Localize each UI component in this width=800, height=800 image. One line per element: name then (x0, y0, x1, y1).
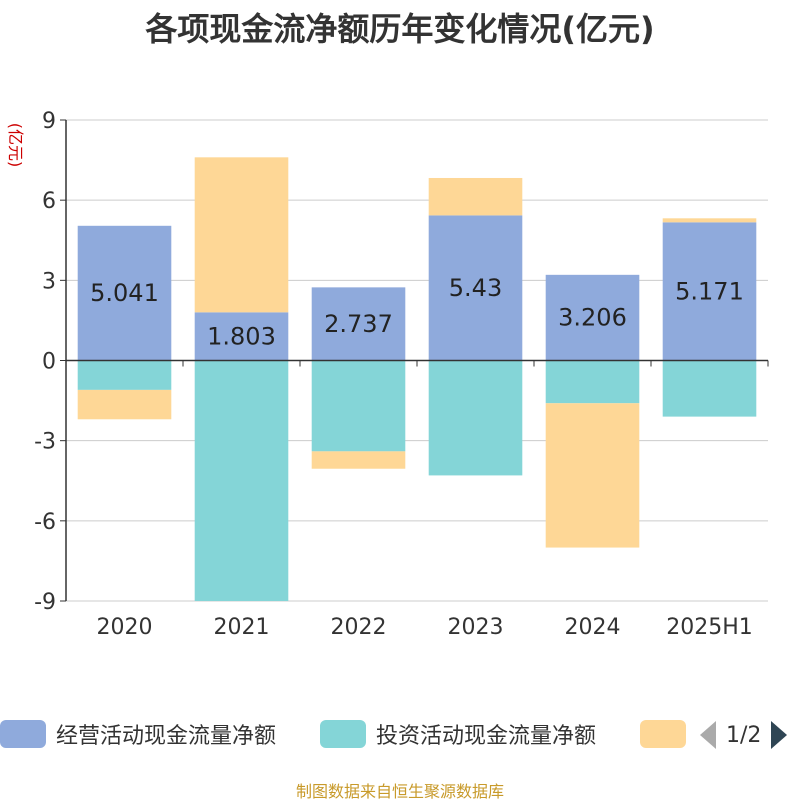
y-tick-label: 6 (42, 189, 56, 214)
legend-swatch-operating (0, 720, 46, 748)
bar-investing-2025H1 (662, 360, 757, 417)
bar-operating-2021 (194, 312, 289, 361)
y-tick-label: 9 (42, 109, 56, 134)
bar-financing-2020 (77, 389, 172, 420)
y-axis-label: (亿元) (6, 123, 25, 168)
x-tick-label: 2022 (331, 615, 387, 640)
bar-financing-2022 (311, 451, 406, 469)
bar-operating-2023 (428, 215, 523, 361)
legend-item-operating[interactable]: 经营活动现金流量净额 (0, 718, 276, 750)
legend-pager: 1/2 (700, 718, 788, 752)
bar-financing-2025H1 (662, 218, 757, 223)
triangle-right-icon[interactable] (771, 721, 788, 749)
bar-operating-2024 (545, 274, 640, 361)
x-tick-label: 2021 (214, 615, 270, 640)
legend-swatch-financing (640, 720, 686, 748)
bar-operating-2020 (77, 225, 172, 361)
data-label: 3.206 (558, 304, 627, 332)
data-label: 5.43 (449, 274, 502, 302)
bar-financing-2023 (428, 177, 523, 216)
legend-label-operating: 经营活动现金流量净额 (56, 724, 277, 749)
legend-page-indicator: 1/2 (726, 722, 762, 748)
legend-swatch-investing (320, 720, 366, 748)
source-note: 制图数据来自恒生聚源数据库 (295, 782, 504, 800)
bar-financing-2021 (194, 157, 289, 313)
x-tick-label: 2020 (97, 615, 153, 640)
bar-investing-2020 (77, 360, 172, 390)
data-label: 5.171 (675, 277, 744, 305)
bar-operating-2022 (311, 287, 406, 361)
chart-title: 各项现金流净额历年变化情况(亿元) (145, 10, 655, 48)
legend-item-financing[interactable] (640, 718, 696, 750)
triangle-left-icon[interactable] (700, 721, 716, 749)
bar-investing-2023 (428, 360, 523, 476)
data-label: 5.041 (90, 279, 159, 307)
legend-label-investing: 投资活动现金流量净额 (376, 724, 597, 749)
y-tick-label: -6 (34, 510, 56, 535)
x-tick-label: 2024 (565, 615, 621, 640)
bar-investing-2022 (311, 360, 406, 452)
legend: 经营活动现金流量净额 投资活动现金流量净额 (0, 718, 800, 754)
data-label: 1.803 (207, 322, 276, 350)
legend-item-investing[interactable]: 投资活动现金流量净额 (320, 718, 596, 750)
y-tick-label: -9 (34, 590, 56, 615)
bar-financing-2024 (545, 403, 640, 548)
bar-operating-2025H1 (662, 222, 757, 361)
x-tick-label: 2025H1 (666, 615, 753, 640)
y-tick-label: 0 (42, 350, 56, 375)
bar-investing-2021 (194, 360, 289, 601)
data-label: 2.737 (324, 310, 393, 338)
bar-investing-2024 (545, 360, 640, 404)
y-tick-label: -3 (34, 430, 56, 455)
x-tick-label: 2023 (448, 615, 504, 640)
y-tick-label: 3 (42, 269, 56, 294)
